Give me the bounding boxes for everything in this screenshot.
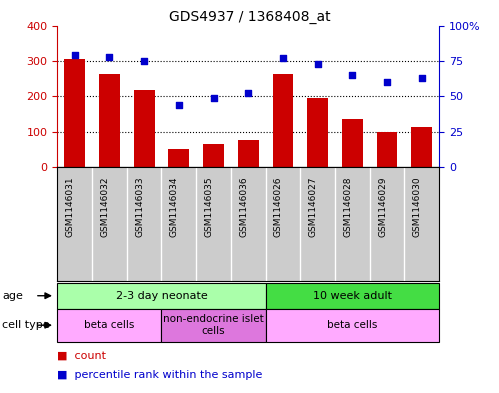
Text: GSM1146029: GSM1146029	[378, 176, 387, 237]
Text: GSM1146033: GSM1146033	[135, 176, 144, 237]
Text: beta cells: beta cells	[84, 320, 135, 330]
Text: GSM1146036: GSM1146036	[239, 176, 248, 237]
Bar	[203, 144, 224, 167]
Bar	[342, 119, 363, 167]
Bar	[99, 74, 120, 167]
Text: beta cells: beta cells	[327, 320, 378, 330]
Bar	[377, 132, 398, 167]
Text: age: age	[2, 291, 23, 301]
Text: GSM1146035: GSM1146035	[205, 176, 214, 237]
Text: GSM1146026: GSM1146026	[274, 176, 283, 237]
Point	[71, 52, 79, 59]
Text: cell type: cell type	[2, 320, 50, 330]
Text: GSM1146028: GSM1146028	[343, 176, 352, 237]
Text: 2-3 day neonate: 2-3 day neonate	[116, 291, 208, 301]
Bar	[57, 283, 265, 309]
Text: GSM1146030: GSM1146030	[413, 176, 422, 237]
Bar	[411, 127, 432, 167]
Text: ■  count: ■ count	[57, 351, 106, 361]
Text: GSM1146031: GSM1146031	[66, 176, 75, 237]
Point	[383, 79, 391, 85]
Point	[418, 75, 426, 81]
Text: non-endocrine islet
cells: non-endocrine islet cells	[163, 314, 264, 336]
Point	[348, 72, 356, 78]
Bar	[134, 90, 155, 167]
Point	[210, 95, 218, 101]
Point	[140, 58, 148, 64]
Bar	[265, 283, 439, 309]
Text: GSM1146034: GSM1146034	[170, 176, 179, 237]
Text: ■  percentile rank within the sample: ■ percentile rank within the sample	[57, 370, 263, 380]
Text: GDS4937 / 1368408_at: GDS4937 / 1368408_at	[169, 10, 330, 24]
Bar	[64, 59, 85, 167]
Bar	[162, 309, 265, 342]
Bar	[265, 309, 439, 342]
Bar	[307, 98, 328, 167]
Bar	[238, 140, 258, 167]
Bar	[169, 149, 189, 167]
Text: GSM1146027: GSM1146027	[309, 176, 318, 237]
Text: GSM1146032: GSM1146032	[100, 176, 109, 237]
Point	[279, 55, 287, 61]
Point	[175, 102, 183, 108]
Point	[105, 53, 113, 60]
Point	[244, 90, 252, 97]
Bar	[272, 74, 293, 167]
Point	[314, 61, 322, 67]
Text: 10 week adult: 10 week adult	[313, 291, 392, 301]
Bar	[57, 309, 162, 342]
